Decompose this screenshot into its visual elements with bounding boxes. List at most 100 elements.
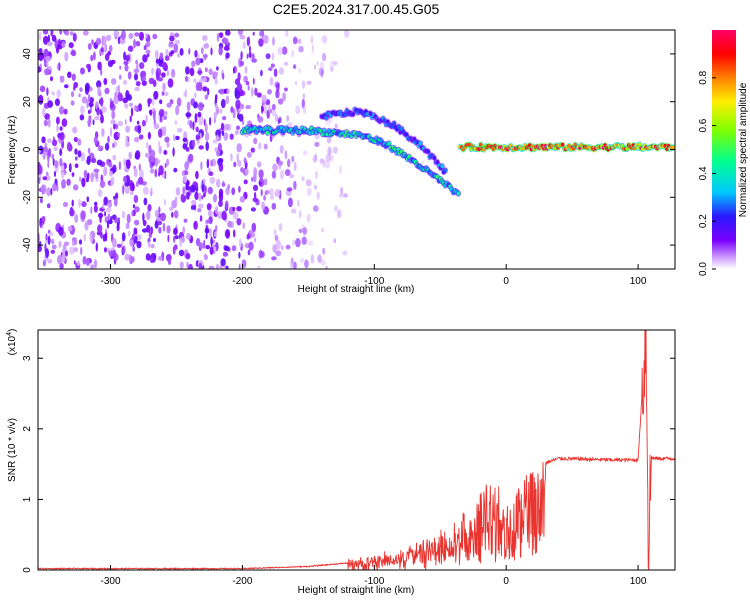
noise-speckle	[284, 169, 291, 176]
noise-speckle	[198, 192, 202, 202]
noise-speckle	[247, 85, 250, 91]
noise-speckle	[38, 177, 41, 185]
noise-speckle	[229, 133, 234, 140]
noise-speckle	[139, 62, 145, 70]
noise-speckle	[47, 235, 51, 245]
noise-speckle	[122, 97, 129, 104]
noise-speckle	[287, 158, 291, 168]
noise-speckle	[202, 178, 206, 184]
noise-speckle	[117, 36, 121, 45]
noise-speckle	[82, 255, 87, 265]
spectrogram-x-axis: -300 -200 -100 0 100	[101, 264, 647, 287]
noise-speckle	[143, 186, 149, 195]
noise-speckle	[221, 182, 226, 187]
noise-speckle	[337, 209, 342, 219]
noise-speckle	[192, 121, 195, 131]
noise-speckle	[326, 137, 332, 144]
snr-panel: -300 -200 -100 0 100 0 1 2 3 Height of straight…	[6, 329, 676, 596]
noise-speckle	[232, 206, 236, 212]
noise-speckle	[42, 30, 49, 35]
noise-speckle	[143, 197, 148, 206]
noise-speckle	[158, 226, 162, 234]
noise-speckle	[100, 96, 104, 107]
noise-speckle	[155, 71, 160, 81]
noise-speckle	[47, 160, 50, 169]
noise-speckle	[102, 203, 105, 210]
noise-speckle	[59, 75, 65, 80]
noise-speckle	[38, 52, 44, 62]
noise-speckle	[93, 168, 100, 173]
noise-speckle	[182, 143, 188, 150]
noise-speckle	[125, 222, 130, 230]
noise-speckle	[63, 241, 70, 247]
noise-speckle	[51, 244, 57, 250]
noise-speckle	[191, 60, 196, 68]
noise-speckle	[48, 118, 51, 128]
noise-speckle	[134, 235, 138, 244]
noise-speckle	[142, 54, 148, 63]
colorbar-tick-label: 0.6	[698, 118, 709, 132]
noise-speckle	[128, 32, 134, 40]
noise-speckle	[128, 230, 131, 237]
band-point	[456, 191, 461, 196]
noise-speckle	[63, 108, 68, 115]
noise-speckle	[217, 142, 222, 152]
noise-speckle	[194, 50, 198, 58]
noise-speckle	[174, 235, 179, 240]
noise-speckle	[204, 123, 208, 133]
noise-speckle	[173, 167, 178, 173]
noise-speckle	[131, 183, 135, 192]
noise-speckle	[238, 238, 242, 248]
noise-speckle	[254, 237, 257, 243]
noise-speckle	[339, 165, 342, 175]
noise-speckle	[290, 208, 297, 214]
noise-speckle	[104, 43, 108, 53]
noise-speckle	[159, 52, 164, 60]
noise-speckle	[186, 232, 191, 240]
noise-speckle	[250, 207, 256, 212]
noise-speckle	[272, 52, 275, 61]
noise-speckle	[80, 246, 83, 256]
noise-speckle	[209, 117, 212, 126]
noise-speckle	[80, 210, 86, 220]
noise-speckle	[60, 171, 65, 179]
noise-speckle	[129, 239, 134, 247]
noise-speckle	[260, 189, 263, 197]
noise-speckle	[134, 86, 140, 92]
noise-speckle	[265, 53, 271, 60]
noise-speckle	[104, 53, 110, 61]
noise-speckle	[165, 158, 170, 167]
noise-speckle	[54, 160, 59, 169]
noise-speckle	[156, 220, 163, 226]
noise-speckle	[172, 147, 175, 157]
noise-speckle	[313, 205, 319, 212]
noise-speckle	[93, 259, 98, 269]
noise-speckle	[119, 74, 122, 80]
noise-speckle	[147, 131, 151, 140]
noise-speckle	[58, 106, 65, 115]
noise-speckle	[235, 99, 241, 110]
noise-speckle	[52, 136, 55, 146]
noise-speckle	[253, 191, 257, 200]
noise-speckle	[143, 45, 147, 50]
noise-speckle	[107, 213, 110, 220]
noise-speckle	[219, 264, 222, 269]
noise-speckle	[314, 141, 320, 147]
noise-speckle	[45, 248, 50, 259]
noise-speckle	[292, 36, 298, 45]
noise-speckle	[195, 57, 201, 66]
noise-speckle	[111, 109, 116, 120]
noise-speckle	[223, 123, 230, 131]
noise-speckle	[279, 145, 284, 154]
noise-speckle	[200, 47, 204, 55]
noise-speckle	[80, 67, 85, 75]
noise-speckle	[256, 161, 262, 168]
noise-speckle	[206, 203, 212, 211]
noise-speckle	[66, 141, 72, 152]
noise-speckle	[154, 50, 159, 59]
noise-speckle	[251, 177, 254, 182]
noise-speckle	[101, 128, 105, 137]
noise-speckle	[87, 43, 92, 50]
noise-speckle	[227, 184, 231, 190]
noise-speckle	[254, 87, 258, 96]
